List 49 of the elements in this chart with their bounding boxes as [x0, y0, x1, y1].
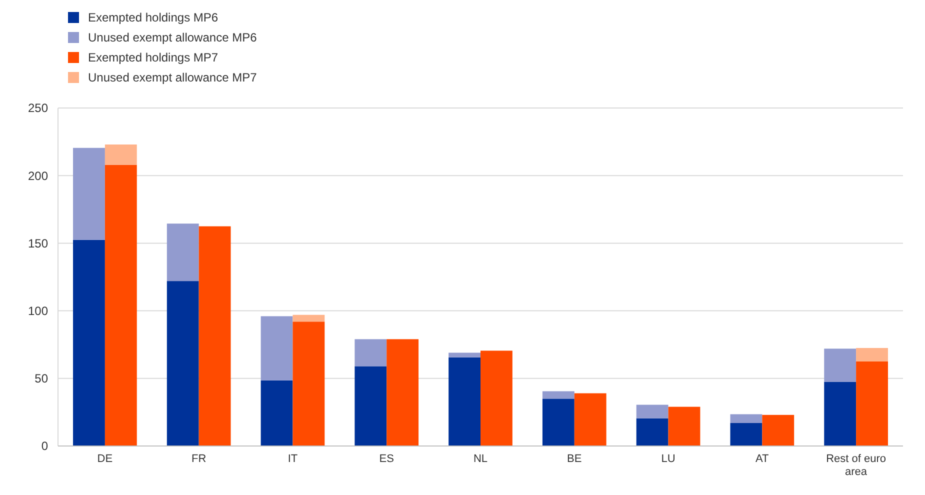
legend-label: Exempted holdings MP6	[88, 10, 218, 24]
bar	[73, 148, 105, 240]
x-tick-label: LU	[661, 453, 676, 465]
x-tick-label: DE	[97, 453, 113, 465]
x-tick-label: BE	[567, 453, 582, 465]
bar	[730, 414, 762, 424]
bar	[166, 281, 199, 446]
y-tick-label: 100	[28, 304, 48, 318]
bar	[448, 357, 480, 446]
bar	[386, 339, 419, 446]
bar	[73, 240, 105, 446]
bar	[636, 404, 668, 418]
bar	[480, 350, 512, 446]
bar	[104, 144, 137, 165]
bar	[824, 348, 856, 382]
y-tick-label: 200	[28, 168, 48, 183]
bar	[636, 418, 668, 446]
bar	[166, 224, 199, 282]
bar	[824, 382, 856, 446]
y-tick-label: 50	[34, 372, 48, 386]
y-tick-label: 250	[28, 101, 48, 116]
legend-label: Unused exempt allowance MP7	[88, 70, 258, 84]
bar	[354, 366, 387, 446]
bar	[762, 414, 794, 446]
bar	[292, 314, 325, 322]
bar	[354, 339, 387, 366]
legend-label: Exempted holdings MP7	[88, 50, 218, 64]
x-tick-label: Rest of euro area	[826, 453, 886, 478]
x-tick-label: FR	[191, 453, 206, 465]
bar	[542, 398, 574, 446]
x-tick-label: IT	[288, 453, 298, 465]
bar	[574, 393, 606, 446]
bar	[856, 348, 888, 362]
x-tick-label: AT	[756, 453, 770, 465]
bar	[198, 226, 231, 446]
bar	[542, 391, 574, 399]
bar	[292, 322, 325, 446]
bar	[730, 423, 762, 446]
x-tick-label: ES	[379, 453, 394, 465]
x-tick-label: NL	[473, 453, 488, 465]
bar	[260, 316, 293, 380]
bar	[260, 380, 293, 446]
bar	[856, 362, 888, 446]
y-tick-label: 150	[28, 236, 48, 250]
y-tick-label: 0	[41, 439, 48, 454]
bar	[104, 164, 137, 446]
bar	[668, 406, 700, 446]
legend-label: Unused exempt allowance MP6	[88, 30, 258, 44]
bar	[448, 352, 480, 358]
